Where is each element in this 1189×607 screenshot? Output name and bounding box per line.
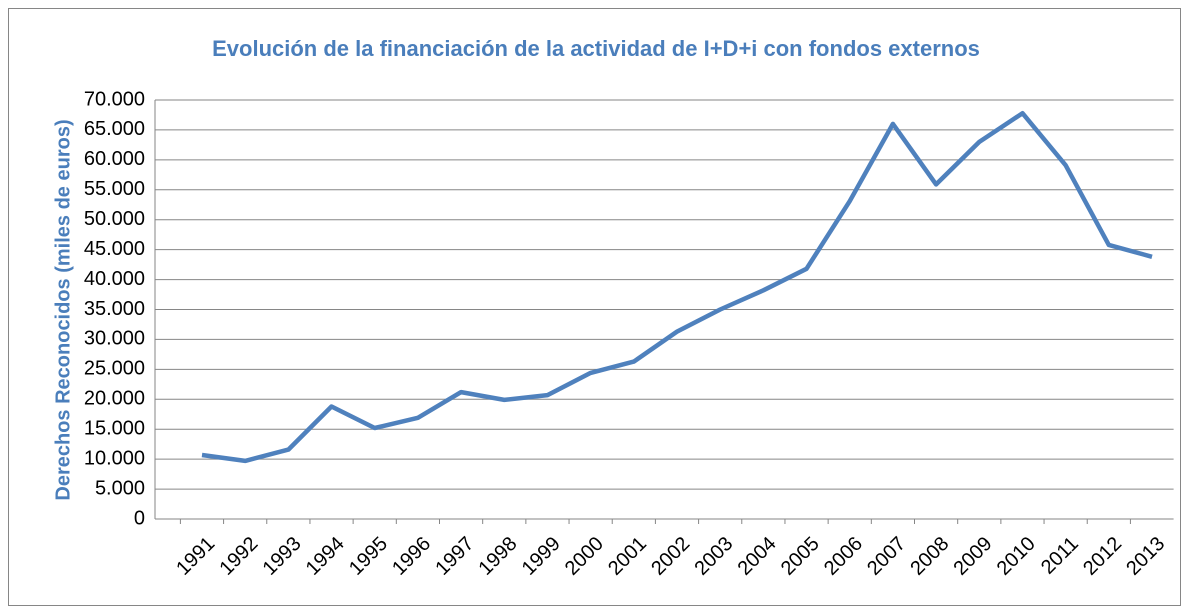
y-tick-label: 25.000: [84, 358, 145, 380]
y-tick-label: 35.000: [84, 298, 145, 320]
y-tick-label: 0: [134, 507, 145, 529]
chart-title: Evolución de la financiación de la activ…: [212, 36, 980, 61]
y-tick-label: 45.000: [84, 238, 145, 260]
series-line: [201, 110, 1153, 464]
y-tick-label: 55.000: [84, 178, 145, 200]
y-tick-label: 5.000: [95, 477, 145, 499]
y-tick-label: 20.000: [84, 388, 145, 410]
y-tick-label: 30.000: [84, 328, 145, 350]
y-tick-label: 15.000: [84, 417, 145, 439]
y-tick-label: 10.000: [84, 447, 145, 469]
y-tick-label: 50.000: [84, 208, 145, 230]
y-tick-label: 60.000: [84, 148, 145, 170]
y-axis-label: Derechos Reconocidos (miles de euros): [52, 119, 74, 500]
y-tick-label: 70.000: [84, 88, 145, 110]
chart-border: [8, 8, 1181, 606]
y-tick-label: 40.000: [84, 268, 145, 290]
y-tick-label: 65.000: [84, 118, 145, 140]
